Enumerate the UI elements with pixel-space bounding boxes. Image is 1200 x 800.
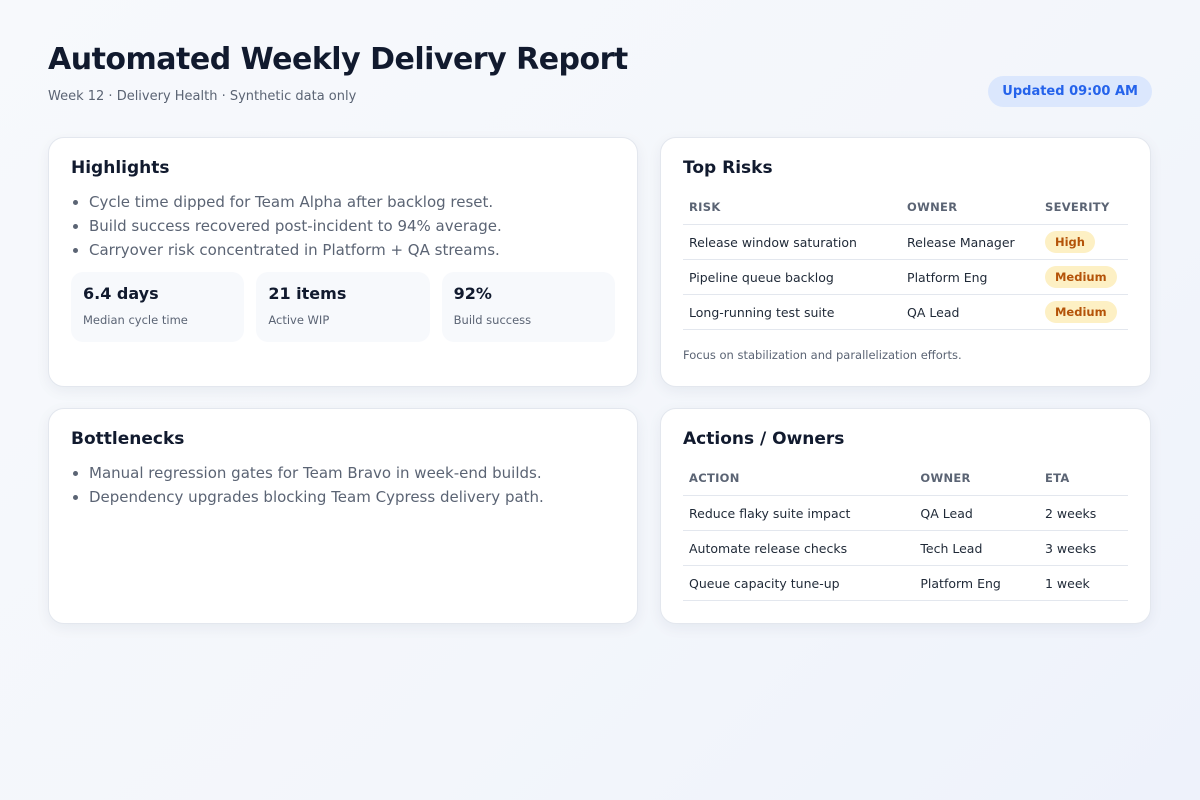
page-subtitle: Week 12 · Delivery Health · Synthetic da… bbox=[48, 89, 357, 104]
updated-badge: Updated 09:00 AM bbox=[988, 76, 1152, 107]
risk-cell: Release window saturation bbox=[683, 224, 902, 260]
actions-card: Actions / Owners ACTION OWNER ETA Reduce… bbox=[660, 408, 1151, 624]
metric-value: 92% bbox=[453, 284, 492, 303]
owner-cell: QA Lead bbox=[914, 495, 1039, 531]
highlights-card: Highlights Cycle time dipped for Team Al… bbox=[48, 137, 638, 387]
action-cell: Reduce flaky suite impact bbox=[683, 495, 915, 531]
metrics-row: 6.4 days Median cycle time 21 items Active… bbox=[71, 272, 615, 342]
table-row: Reduce flaky suite impact QA Lead 2 weeks bbox=[683, 495, 1128, 531]
top-risks-title: Top Risks bbox=[683, 158, 773, 178]
actions-title: Actions / Owners bbox=[683, 429, 845, 449]
metric-label: Active WIP bbox=[268, 313, 330, 327]
risk-cell: Long-running test suite bbox=[683, 294, 902, 330]
owner-cell: Release Manager bbox=[901, 224, 1039, 260]
eta-cell: 3 weeks bbox=[1038, 530, 1128, 566]
risks-note: Focus on stabilization and parallelizati… bbox=[683, 348, 962, 362]
metric-label: Median cycle time bbox=[83, 313, 188, 327]
actions-table: ACTION OWNER ETA Reduce flaky suite impa… bbox=[683, 461, 1128, 601]
list-item: Dependency upgrades blocking Team Cypres… bbox=[89, 485, 615, 509]
list-item: Carryover risk concentrated in Platform … bbox=[89, 238, 615, 262]
column-header: SEVERITY bbox=[1038, 190, 1128, 225]
owner-cell: Tech Lead bbox=[914, 530, 1039, 566]
page-title: Automated Weekly Delivery Report bbox=[48, 42, 628, 77]
owner-cell: Platform Eng bbox=[914, 565, 1039, 601]
column-header: RISK bbox=[683, 190, 902, 225]
highlights-title: Highlights bbox=[71, 158, 170, 178]
column-header: ETA bbox=[1038, 461, 1128, 496]
metric-active-wip: 21 items Active WIP bbox=[256, 272, 430, 342]
metric-label: Build success bbox=[453, 313, 532, 327]
eta-cell: 2 weeks bbox=[1038, 495, 1128, 531]
bottlenecks-title: Bottlenecks bbox=[71, 429, 185, 449]
column-header: OWNER bbox=[914, 461, 1039, 496]
table-row: Release window saturation Release Manager… bbox=[683, 224, 1128, 260]
column-header: OWNER bbox=[901, 190, 1039, 225]
top-risks-card: Top Risks RISK OWNER SEVERITY Release wi… bbox=[660, 137, 1151, 387]
list-item: Manual regression gates for Team Bravo i… bbox=[89, 461, 615, 485]
metric-build-success: 92% Build success bbox=[441, 272, 615, 342]
severity-badge: Medium bbox=[1044, 266, 1117, 288]
column-header: ACTION bbox=[683, 461, 915, 496]
action-cell: Queue capacity tune-up bbox=[683, 565, 915, 601]
table-row: Queue capacity tune-up Platform Eng 1 week bbox=[683, 565, 1128, 601]
highlights-list: Cycle time dipped for Team Alpha after b… bbox=[71, 190, 615, 262]
risk-cell: Pipeline queue backlog bbox=[683, 259, 902, 295]
owner-cell: Platform Eng bbox=[901, 259, 1039, 295]
metric-value: 6.4 days bbox=[83, 284, 159, 303]
table-row: Pipeline queue backlog Platform Eng Medium bbox=[683, 259, 1128, 295]
report-header: Automated Weekly Delivery Report Week 12… bbox=[48, 40, 1152, 120]
table-row: Long-running test suite QA Lead Medium bbox=[683, 294, 1128, 330]
action-cell: Automate release checks bbox=[683, 530, 915, 566]
eta-cell: 1 week bbox=[1038, 565, 1128, 601]
severity-badge: High bbox=[1044, 231, 1095, 253]
severity-badge: Medium bbox=[1044, 301, 1117, 323]
risks-table: RISK OWNER SEVERITY Release window satur… bbox=[683, 190, 1128, 330]
list-item: Build success recovered post-incident to… bbox=[89, 214, 615, 238]
bottlenecks-list: Manual regression gates for Team Bravo i… bbox=[71, 461, 615, 509]
table-row: Automate release checks Tech Lead 3 weeks bbox=[683, 530, 1128, 566]
list-item: Cycle time dipped for Team Alpha after b… bbox=[89, 190, 615, 214]
bottlenecks-card: Bottlenecks Manual regression gates for … bbox=[48, 408, 638, 624]
owner-cell: QA Lead bbox=[901, 294, 1039, 330]
metric-cycle-time: 6.4 days Median cycle time bbox=[71, 272, 245, 342]
metric-value: 21 items bbox=[268, 284, 347, 303]
